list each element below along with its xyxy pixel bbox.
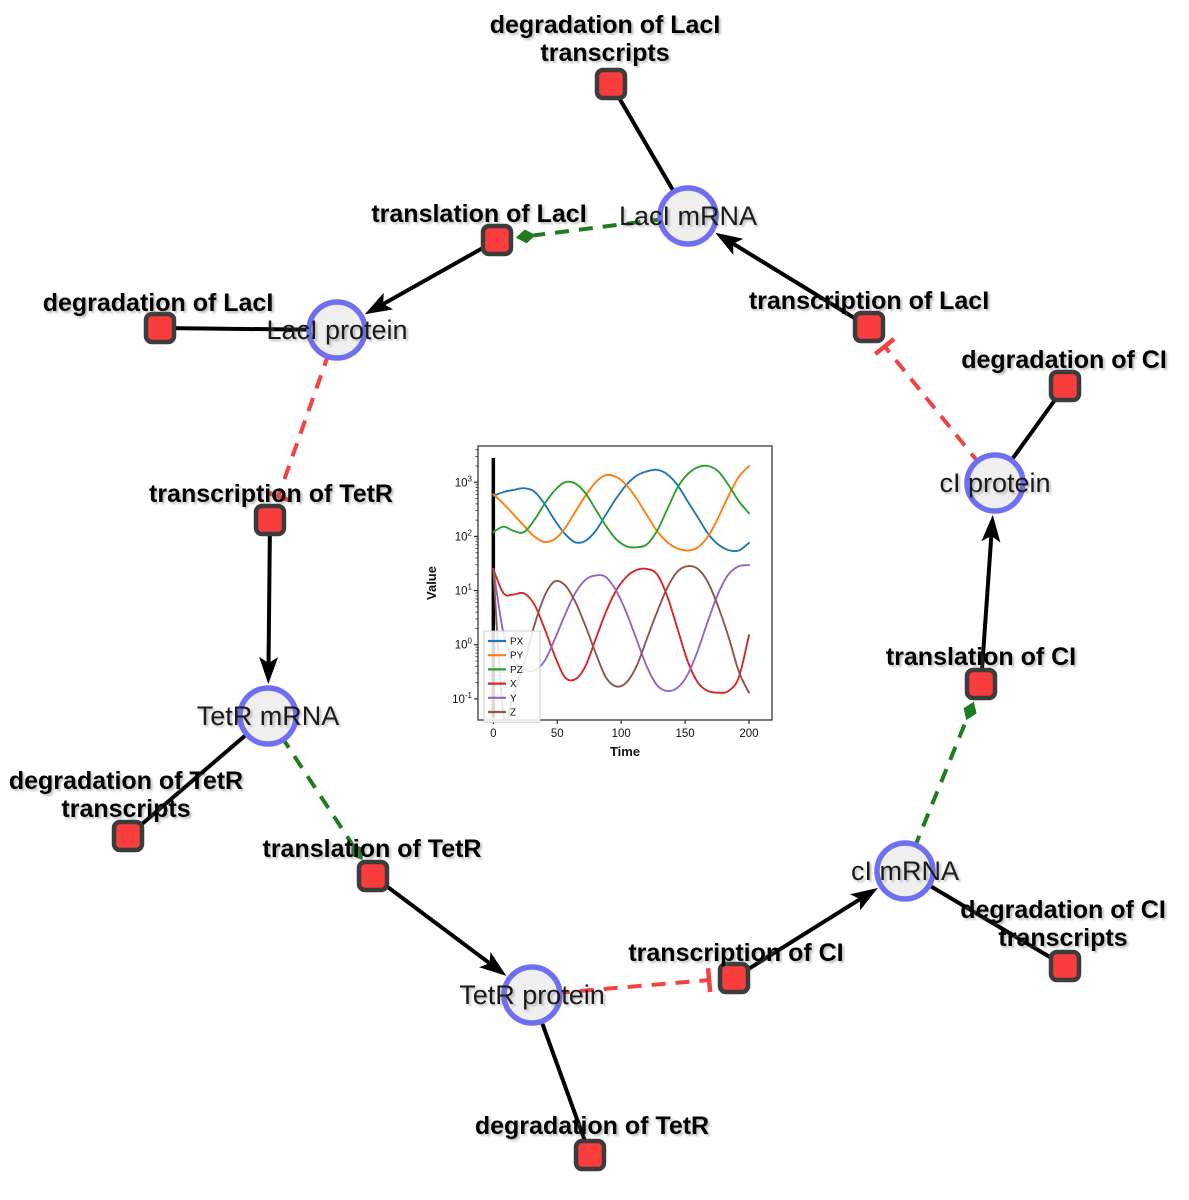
reaction-label-deg_tetR_tx: transcripts: [61, 795, 190, 823]
arrowhead-icon: [259, 656, 279, 685]
arrowhead-icon: [849, 887, 878, 911]
arrowhead-icon: [715, 232, 744, 255]
arrowhead-icon: [981, 514, 1001, 543]
reaction-label-txn_lacI: transcription of LacI: [749, 287, 989, 315]
reaction-node-deg_cI_tx[interactable]: [1048, 949, 1082, 983]
reaction-label-transl_cI: translation of CI: [886, 643, 1076, 671]
x-tick-label: 0: [490, 728, 496, 740]
reaction-node-transl_cI[interactable]: [964, 667, 998, 701]
series-line-PX: [492, 468, 750, 553]
reaction-label-transl_lacI: translation of LacI: [371, 200, 586, 228]
tbar-inhibition-icon: [266, 490, 291, 503]
legend-box: [483, 630, 541, 723]
edge-product-txn_cI-to-cI_mRNA: [732, 895, 864, 980]
reaction-label-deg_lacI_tx: degradation of LacI: [490, 11, 721, 39]
plot-frame: [477, 445, 773, 721]
species-label-lacI_mRNA: LacI mRNA: [619, 201, 757, 231]
x-tick-label: 150: [675, 728, 694, 740]
species-node-cI_protein[interactable]: [964, 452, 1026, 514]
species-label-cI_mRNA: cI mRNA: [851, 856, 959, 886]
legend: PX PY PZ XYZ: [483, 630, 541, 723]
legend-label-PZ: PZ: [510, 665, 523, 676]
reaction-label-transl_tetR: translation of TetR: [263, 835, 482, 863]
series-layer: [492, 464, 750, 720]
diamond-arrowhead-icon: [963, 701, 977, 721]
reaction-label-deg_cI_tx: transcripts: [998, 924, 1127, 952]
edge-product-txn_lacI-to-lacI_mRNA: [729, 240, 871, 329]
x-tick-label: 50: [551, 728, 564, 740]
timeseries-inset-plot: 0 50 100 150 20010-1100101102103TimeValuePXP…: [424, 445, 773, 759]
legend-label-X: X: [510, 679, 517, 690]
reaction-label-deg_tetR: degradation of TetR: [475, 1112, 709, 1140]
species-label-tetR_mRNA: TetR mRNA: [197, 701, 340, 731]
reaction-node-deg_lacI_tx[interactable]: [594, 67, 628, 101]
reaction-node-transl_tetR[interactable]: [356, 859, 390, 893]
y-tick-label: 10-1: [452, 691, 472, 706]
reaction-node-transl_lacI[interactable]: [480, 223, 514, 257]
edge-product-transl_lacI-to-lacI_protein: [379, 238, 498, 308]
y-axis-title: Value: [424, 566, 439, 600]
x-tick-label: 100: [612, 728, 631, 740]
reaction-label-deg_lacI_tx: transcripts: [540, 39, 669, 67]
reaction-node-txn_lacI[interactable]: [852, 310, 886, 344]
series-line-X: [492, 567, 750, 694]
reaction-node-deg_lacI[interactable]: [143, 311, 177, 345]
reaction-label-deg_tetR_tx: degradation of TetR: [9, 767, 243, 795]
arrowhead-icon: [364, 292, 394, 315]
reaction-label-deg_cI: degradation of CI: [961, 346, 1167, 374]
diamond-arrowhead-icon: [351, 843, 363, 861]
reaction-label-deg_lacI: degradation of LacI: [43, 289, 274, 317]
edge-product-transl_cI-to-cI_protein: [979, 532, 994, 685]
reaction-node-deg_tetR[interactable]: [573, 1138, 607, 1172]
nodes-layer: [111, 67, 1082, 1172]
y-tick-label: 101: [455, 583, 473, 598]
edge-product-txn_tetR-to-tetR_mRNA: [266, 519, 272, 667]
legend-label-Z: Z: [510, 708, 516, 719]
diamond-arrowhead-icon: [515, 229, 536, 244]
reaction-node-deg_tetR_tx[interactable]: [111, 819, 145, 853]
species-node-lacI_mRNA[interactable]: [657, 185, 719, 247]
series-line-PY: [492, 465, 750, 552]
reaction-label-txn_tetR: transcription of TetR: [149, 480, 393, 508]
reaction-label-deg_cI_tx: degradation of CI: [960, 896, 1166, 924]
species-node-lacI_protein[interactable]: [306, 299, 368, 361]
y-tick-label: 100: [455, 637, 473, 652]
legend-label-PX: PX: [510, 637, 524, 648]
reaction-label-txn_cI: transcription of CI: [628, 939, 843, 967]
tbar-inhibition-icon: [873, 337, 896, 356]
edge-reactant-cI_mRNA-to-deg_cI_tx: [903, 869, 1067, 968]
x-axis-title: Time: [610, 744, 640, 759]
y-tick-label: 102: [455, 528, 473, 543]
legend-label-Y: Y: [510, 693, 517, 704]
tbar-inhibition-icon: [705, 967, 713, 993]
series-line-PZ: [492, 464, 750, 549]
reaction-node-txn_cI[interactable]: [717, 961, 751, 995]
species-node-tetR_protein[interactable]: [501, 964, 563, 1026]
labels-layer: LacI mRNA LacI protein TetR mRNA TetR prote…: [9, 11, 1167, 1140]
reaction-node-deg_cI[interactable]: [1048, 369, 1082, 403]
species-node-cI_mRNA[interactable]: [874, 840, 936, 902]
species-node-tetR_mRNA[interactable]: [237, 685, 299, 747]
edge-product-transl_tetR-to-tetR_protein: [371, 874, 494, 967]
species-label-cI_protein: cI protein: [939, 468, 1050, 498]
species-label-lacI_protein: LacI protein: [266, 315, 407, 345]
x-tick-label: 200: [739, 728, 758, 740]
y-tick-label: 103: [455, 474, 473, 489]
arrowhead-icon: [479, 952, 507, 976]
reaction-node-txn_tetR[interactable]: [253, 503, 287, 537]
legend-label-PY: PY: [510, 651, 524, 662]
species-label-tetR_protein: TetR protein: [459, 980, 605, 1010]
